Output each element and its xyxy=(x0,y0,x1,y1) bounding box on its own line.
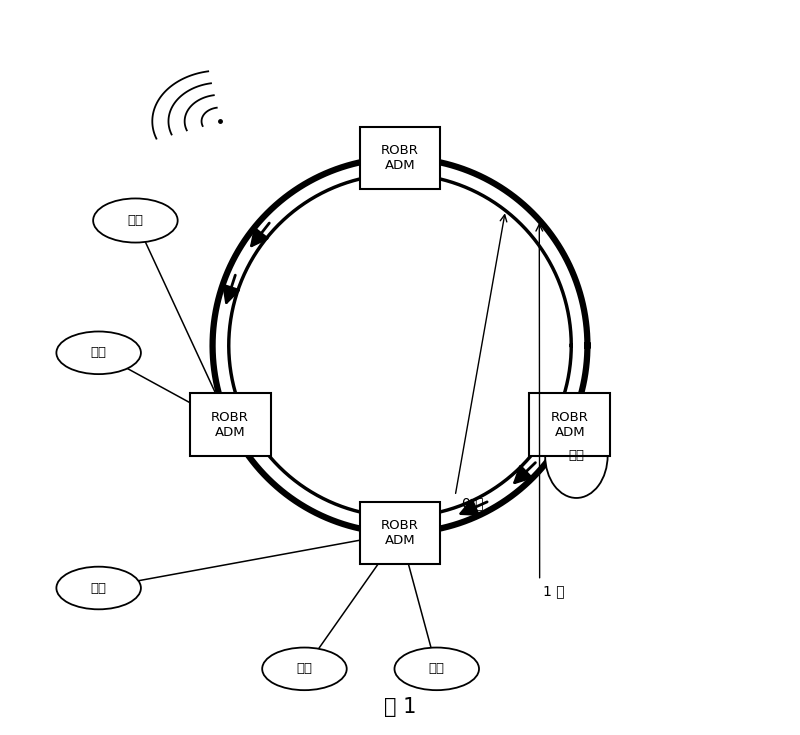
Ellipse shape xyxy=(545,413,608,498)
FancyBboxPatch shape xyxy=(190,393,270,456)
Text: 子网: 子网 xyxy=(297,662,313,675)
Text: 子网: 子网 xyxy=(127,214,143,227)
Text: ROBR
ADM: ROBR ADM xyxy=(381,144,419,172)
Text: 子网: 子网 xyxy=(90,581,106,595)
FancyBboxPatch shape xyxy=(359,501,441,564)
Text: 子网: 子网 xyxy=(568,449,584,462)
Text: 0 环: 0 环 xyxy=(462,496,484,511)
Text: 子网: 子网 xyxy=(90,346,106,359)
Ellipse shape xyxy=(262,648,346,690)
Text: ROBR
ADM: ROBR ADM xyxy=(381,519,419,547)
Text: 子网: 子网 xyxy=(429,662,445,675)
Text: 1 环: 1 环 xyxy=(543,584,565,599)
FancyBboxPatch shape xyxy=(359,127,441,189)
Text: ROBR
ADM: ROBR ADM xyxy=(211,411,249,439)
Ellipse shape xyxy=(93,198,178,243)
Text: ROBR
ADM: ROBR ADM xyxy=(551,411,589,439)
Ellipse shape xyxy=(56,567,141,609)
FancyBboxPatch shape xyxy=(530,393,610,456)
Ellipse shape xyxy=(394,648,479,690)
Text: 图 1: 图 1 xyxy=(384,697,416,717)
Ellipse shape xyxy=(56,331,141,374)
